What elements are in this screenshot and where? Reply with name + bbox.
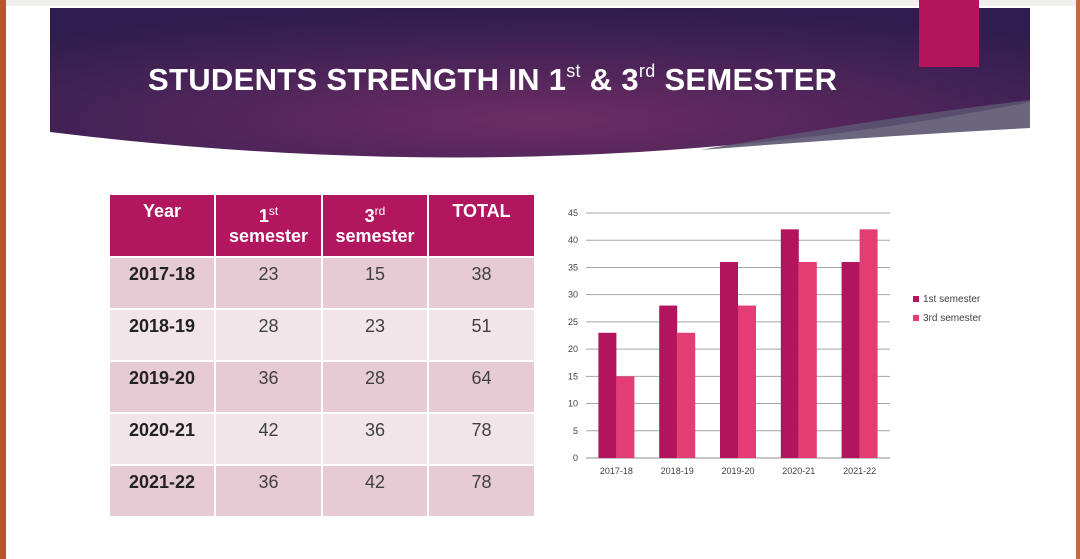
bar-3rd-semester — [677, 332, 696, 458]
cell-1st-semester: 23 — [214, 256, 323, 310]
x-tick-label: 2019-20 — [721, 466, 754, 476]
x-tick-label: 2020-21 — [782, 466, 815, 476]
x-tick-label: 2017-18 — [600, 466, 633, 476]
cell-total: 78 — [427, 412, 536, 466]
legend-label: 1st semester — [923, 294, 981, 305]
semester-bar-chart: 0 5 10 15 20 25 30 35 40 45 2017-18 2018-19 2019-20 2… — [568, 208, 982, 476]
y-tick-label: 40 — [568, 235, 578, 245]
cell-total: 78 — [427, 464, 536, 518]
y-tick-label: 5 — [573, 426, 578, 436]
y-tick-label: 35 — [568, 262, 578, 272]
slide-top-edge — [0, 0, 1080, 6]
cell-year: 2017-18 — [108, 256, 216, 310]
cell-3rd-semester: 23 — [321, 308, 429, 362]
table-row: 2017-18 23 15 38 — [108, 256, 536, 310]
bar-1st-semester — [659, 305, 678, 458]
bar-3rd-semester — [738, 305, 756, 458]
legend-label: 3rd semester — [923, 313, 982, 324]
cell-1st-semester: 36 — [214, 360, 323, 414]
header-total: TOTAL — [427, 193, 536, 258]
bar-1st-semester — [780, 229, 799, 458]
cell-year: 2019-20 — [108, 360, 216, 414]
cell-total: 38 — [427, 256, 536, 310]
cell-1st-semester: 36 — [214, 464, 323, 518]
header-3rd-semester: 3rd semester — [321, 193, 429, 258]
slide-left-edge — [0, 0, 6, 559]
bar-3rd-semester — [798, 262, 817, 458]
legend-swatch — [913, 315, 919, 321]
x-tick-label: 2018-19 — [661, 466, 694, 476]
cell-3rd-semester: 42 — [321, 464, 429, 518]
header-1st-semester: 1st semester — [214, 193, 323, 258]
cell-year: 2018-19 — [108, 308, 216, 362]
header-year: Year — [108, 193, 216, 258]
table-row: 2019-20 36 28 64 — [108, 360, 536, 414]
bar-1st-semester — [841, 262, 860, 458]
cell-1st-semester: 28 — [214, 308, 323, 362]
y-tick-label: 10 — [568, 399, 578, 409]
slide-title: STUDENTS STRENGTH IN 1st & 3rd SEMESTER — [148, 60, 838, 97]
bar-1st-semester — [598, 332, 617, 458]
cell-total: 51 — [427, 308, 536, 362]
y-tick-label: 45 — [568, 208, 578, 218]
y-tick-label: 15 — [568, 371, 578, 381]
cell-3rd-semester: 36 — [321, 412, 429, 466]
table-row: 2021-22 36 42 78 — [108, 464, 536, 518]
table-row: 2020-21 42 36 78 — [108, 412, 536, 466]
cell-total: 64 — [427, 360, 536, 414]
table-header-row: Year 1st semester 3rd semester TOTAL — [108, 193, 536, 258]
bar-3rd-semester — [859, 229, 878, 458]
y-tick-label: 30 — [568, 290, 578, 300]
bar-3rd-semester — [616, 376, 635, 458]
title-banner — [50, 8, 1030, 158]
table-row: 2018-19 28 23 51 — [108, 308, 536, 362]
y-tick-label: 0 — [573, 453, 578, 463]
y-tick-label: 25 — [568, 317, 578, 327]
student-strength-table: Year 1st semester 3rd semester TOTAL 2017-… — [108, 193, 536, 518]
legend-swatch — [913, 296, 919, 302]
slide-right-edge — [1076, 0, 1080, 559]
bar-1st-semester — [720, 262, 738, 458]
cell-3rd-semester: 15 — [321, 256, 429, 310]
accent-block — [919, 0, 979, 67]
y-tick-label: 20 — [568, 344, 578, 354]
x-tick-label: 2021-22 — [843, 466, 876, 476]
cell-year: 2020-21 — [108, 412, 216, 466]
cell-1st-semester: 42 — [214, 412, 323, 466]
cell-3rd-semester: 28 — [321, 360, 429, 414]
cell-year: 2021-22 — [108, 464, 216, 518]
